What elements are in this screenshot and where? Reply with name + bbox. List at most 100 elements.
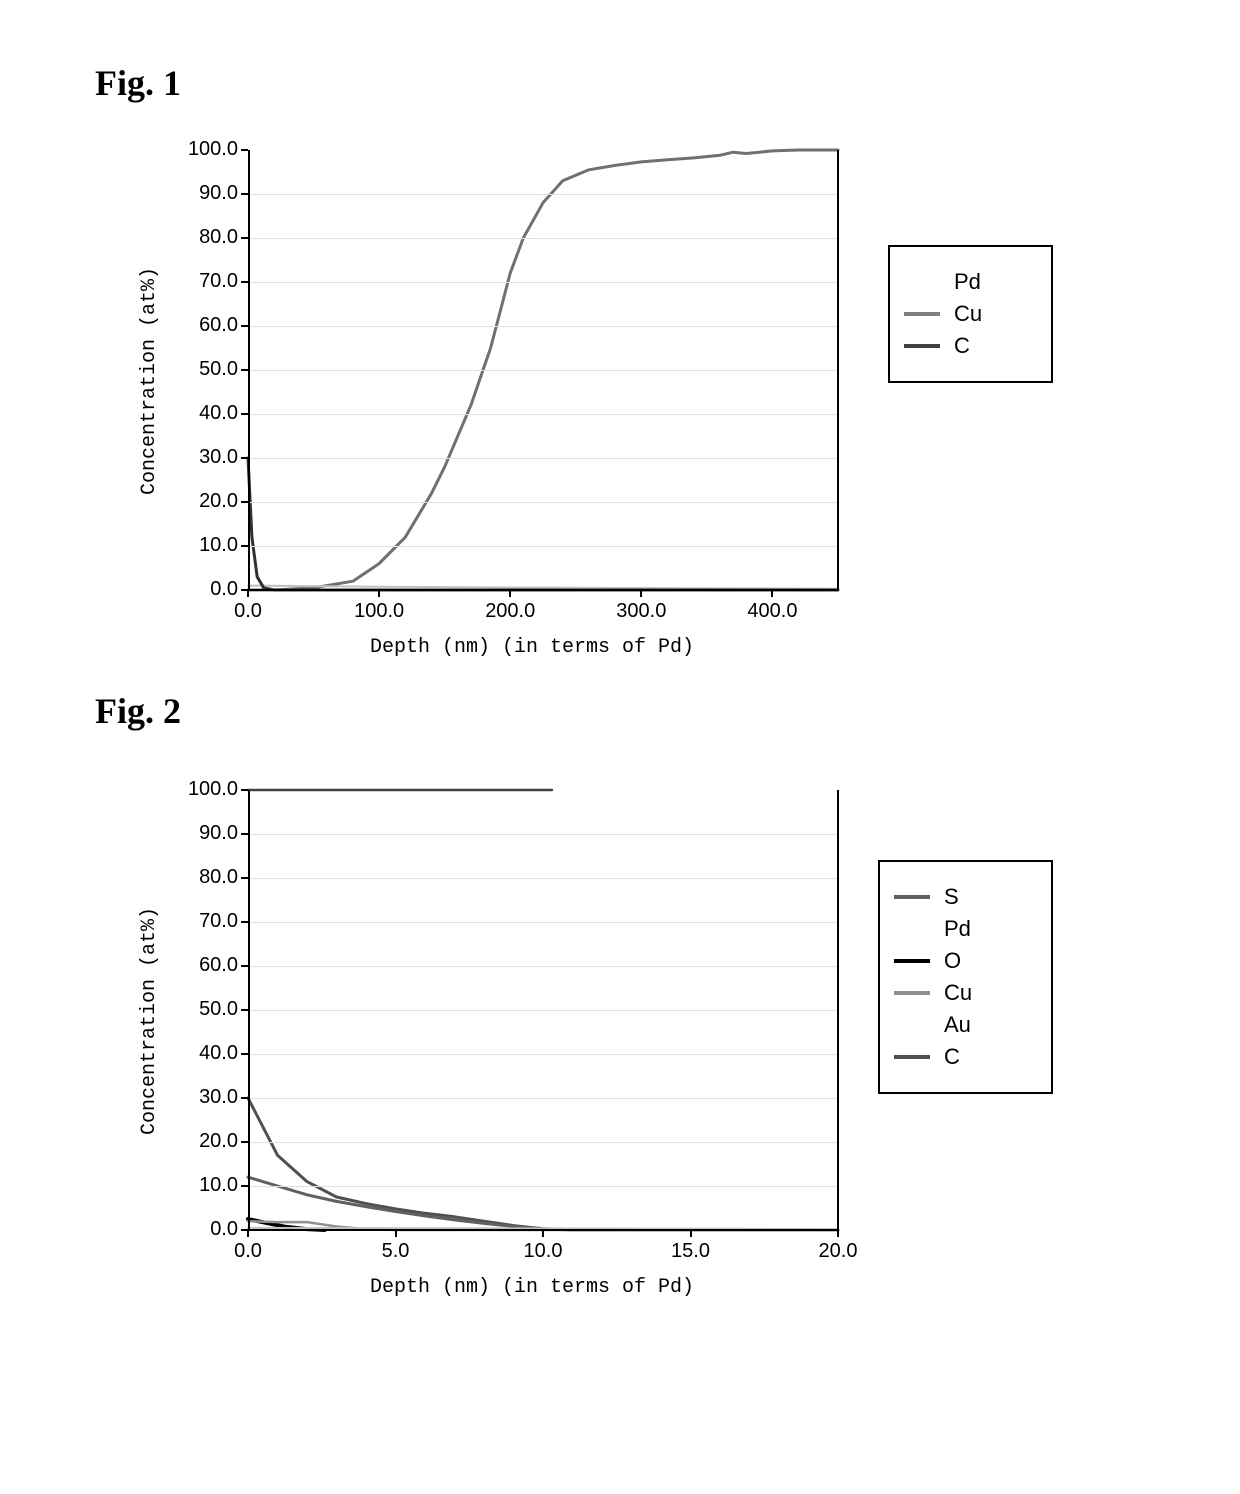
legend-swatch [894, 959, 930, 963]
y-tick [241, 1097, 248, 1099]
figure-2-x-axis-label: Depth (nm) (in terms of Pd) [370, 1276, 694, 1299]
y-tick-label: 80.0 [168, 866, 238, 889]
gridline [248, 282, 838, 283]
legend-label: Au [944, 1012, 971, 1038]
y-tick-label: 20.0 [168, 490, 238, 513]
y-tick [241, 237, 248, 239]
y-tick [241, 413, 248, 415]
gridline [248, 922, 838, 923]
gridline [248, 326, 838, 327]
y-tick-label: 10.0 [168, 1174, 238, 1197]
legend-item-cu: Cu [904, 301, 1033, 327]
x-tick [837, 1230, 839, 1237]
right-axis-line [837, 790, 839, 1230]
figure-1-legend: PdCuC [888, 245, 1053, 383]
x-axis-line [248, 1229, 838, 1231]
series-c [248, 1098, 838, 1230]
legend-item-s: S [894, 884, 1033, 910]
x-tick-label: 200.0 [470, 600, 550, 623]
figure-2-y-axis-label: Concentration (at%) [138, 907, 161, 1135]
gridline [248, 834, 838, 835]
y-tick-label: 70.0 [168, 270, 238, 293]
x-tick-label: 0.0 [208, 1240, 288, 1263]
gridline [248, 238, 838, 239]
y-tick-label: 40.0 [168, 402, 238, 425]
page: { "fig1": { "title": "Fig. 1", "title_po… [0, 0, 1240, 1494]
legend-label: O [944, 948, 961, 974]
y-tick [241, 1053, 248, 1055]
y-tick [241, 1009, 248, 1011]
y-tick-label: 0.0 [168, 1218, 238, 1241]
x-tick [247, 1230, 249, 1237]
y-tick-label: 70.0 [168, 910, 238, 933]
x-tick-label: 20.0 [798, 1240, 878, 1263]
figure-1-y-axis-label: Concentration (at%) [138, 267, 161, 495]
x-tick [690, 1230, 692, 1237]
y-tick [241, 149, 248, 151]
legend-swatch [894, 1023, 930, 1027]
legend-item-o: O [894, 948, 1033, 974]
legend-item-cu: Cu [894, 980, 1033, 1006]
figure-2-plot-area [248, 790, 838, 1230]
y-tick-label: 30.0 [168, 1086, 238, 1109]
gridline [248, 1054, 838, 1055]
x-tick-label: 10.0 [503, 1240, 583, 1263]
gridline [248, 458, 838, 459]
y-tick [241, 789, 248, 791]
y-tick [241, 325, 248, 327]
gridline [248, 966, 838, 967]
legend-label: Cu [954, 301, 982, 327]
x-tick-label: 5.0 [356, 1240, 436, 1263]
x-tick [378, 590, 380, 597]
y-axis-line [248, 150, 250, 590]
y-tick-label: 90.0 [168, 822, 238, 845]
y-tick [241, 193, 248, 195]
figure-1-title: Fig. 1 [95, 62, 181, 104]
legend-item-pd: Pd [894, 916, 1033, 942]
gridline [248, 1186, 838, 1187]
x-tick [509, 590, 511, 597]
legend-swatch [894, 991, 930, 995]
y-tick [241, 501, 248, 503]
legend-swatch [894, 1055, 930, 1059]
x-tick-label: 15.0 [651, 1240, 731, 1263]
legend-swatch [894, 895, 930, 899]
gridline [248, 194, 838, 195]
x-axis-line [248, 589, 838, 591]
legend-swatch [904, 280, 940, 284]
legend-swatch [894, 927, 930, 931]
y-tick-label: 100.0 [168, 138, 238, 161]
gridline [248, 1142, 838, 1143]
legend-label: Pd [944, 916, 971, 942]
legend-label: C [954, 333, 970, 359]
y-tick [241, 545, 248, 547]
x-tick-label: 400.0 [732, 600, 812, 623]
figure-2-legend: S Pd O Cu Au C [878, 860, 1053, 1094]
x-tick [640, 590, 642, 597]
legend-item-c: C [904, 333, 1033, 359]
y-tick [241, 457, 248, 459]
legend-item-au: Au [894, 1012, 1033, 1038]
y-tick-label: 20.0 [168, 1130, 238, 1153]
y-tick-label: 10.0 [168, 534, 238, 557]
y-tick-label: 30.0 [168, 446, 238, 469]
figure-1-x-axis-label: Depth (nm) (in terms of Pd) [370, 636, 694, 659]
y-tick [241, 921, 248, 923]
y-tick-label: 50.0 [168, 358, 238, 381]
legend-label: Cu [944, 980, 972, 1006]
y-tick-label: 0.0 [168, 578, 238, 601]
series-c [248, 458, 838, 590]
y-tick-label: 90.0 [168, 182, 238, 205]
x-tick-label: 100.0 [339, 600, 419, 623]
gridline [248, 1010, 838, 1011]
gridline [248, 502, 838, 503]
y-tick-label: 100.0 [168, 778, 238, 801]
y-tick [241, 1185, 248, 1187]
legend-swatch [904, 312, 940, 316]
legend-swatch [904, 344, 940, 348]
x-tick [542, 1230, 544, 1237]
legend-item-c: C [894, 1044, 1033, 1070]
x-tick [771, 590, 773, 597]
x-tick-label: 300.0 [601, 600, 681, 623]
legend-label: C [944, 1044, 960, 1070]
